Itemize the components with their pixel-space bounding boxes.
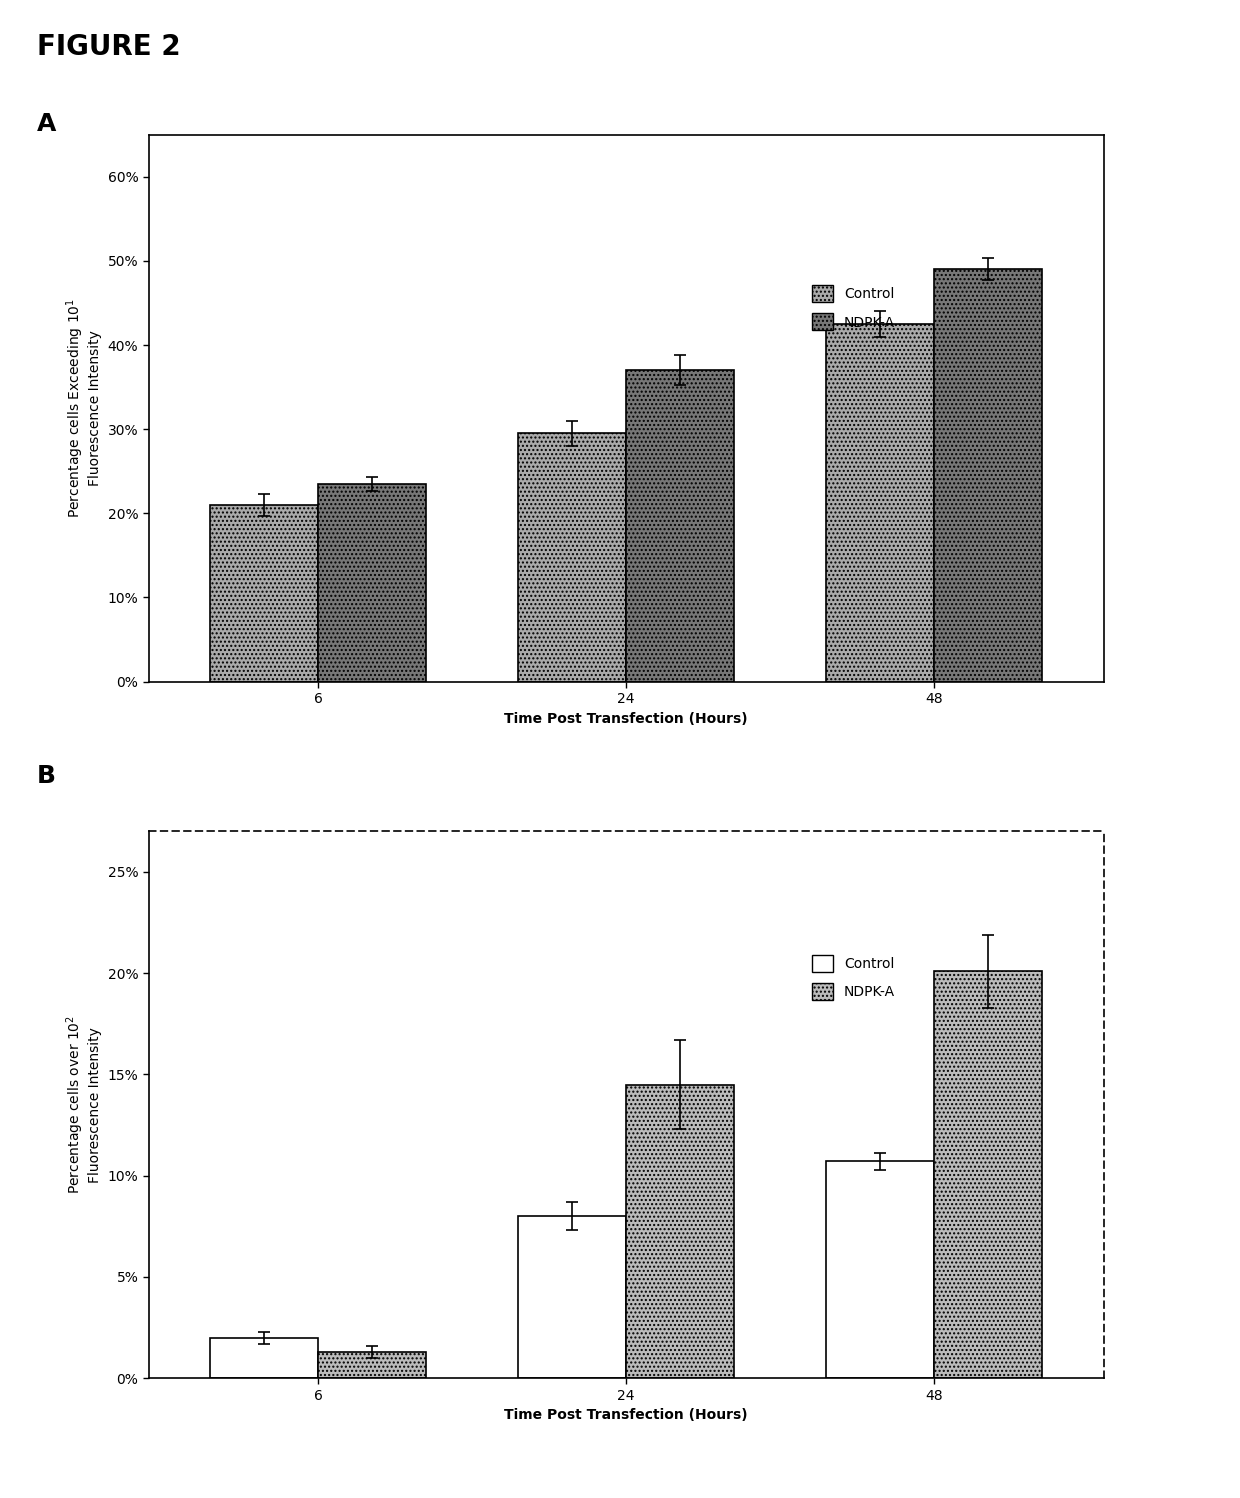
Bar: [211, 1338, 319, 1378]
Text: FIGURE 2: FIGURE 2: [37, 33, 181, 61]
Bar: [319, 484, 427, 682]
Bar: [626, 1085, 734, 1378]
Bar: [211, 505, 319, 682]
Bar: [319, 1351, 427, 1378]
Bar: [826, 324, 934, 682]
Text: B: B: [37, 764, 56, 788]
Y-axis label: Percentage cells over 10$^2$
Fluorescence Intensity: Percentage cells over 10$^2$ Fluorescenc…: [64, 1016, 102, 1194]
Text: A: A: [37, 112, 57, 136]
Bar: [518, 433, 626, 682]
Legend: Control, NDPK-A: Control, NDPK-A: [805, 279, 901, 337]
Bar: [934, 971, 1042, 1378]
Bar: [626, 370, 734, 682]
Bar: [826, 1161, 934, 1378]
X-axis label: Time Post Transfection (Hours): Time Post Transfection (Hours): [505, 712, 748, 725]
Legend: Control, NDPK-A: Control, NDPK-A: [805, 948, 901, 1007]
X-axis label: Time Post Transfection (Hours): Time Post Transfection (Hours): [505, 1408, 748, 1422]
Y-axis label: Percentage cells Exceeding 10$^1$
Fluorescence Intensity: Percentage cells Exceeding 10$^1$ Fluore…: [64, 298, 102, 518]
Bar: [518, 1216, 626, 1378]
Bar: [934, 270, 1042, 682]
